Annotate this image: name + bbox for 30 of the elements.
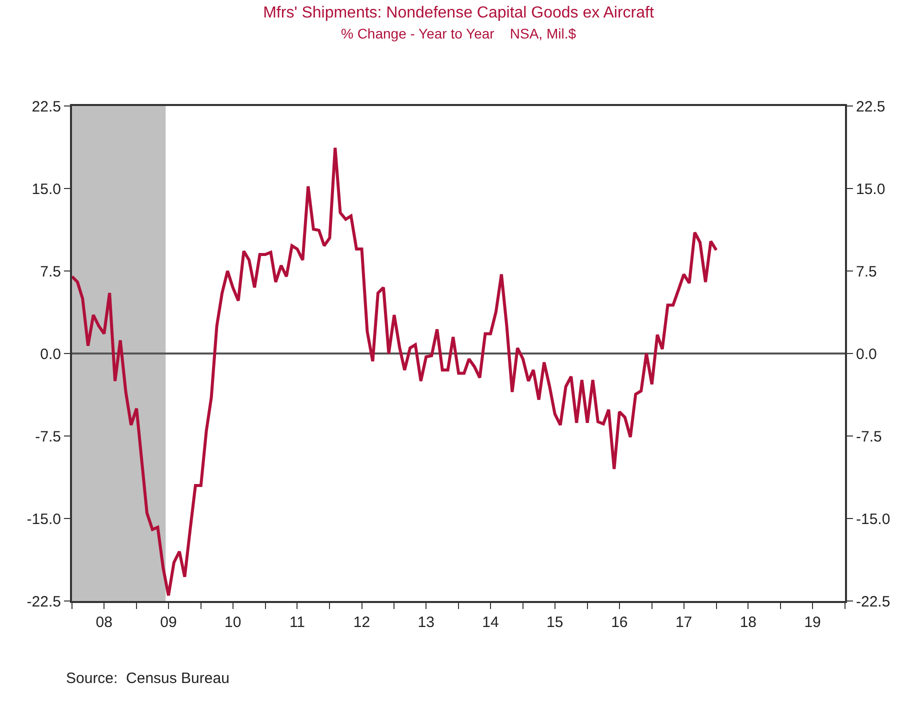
x-tick-label: 14 [482, 614, 499, 631]
source-note: Source: Census Bureau [66, 670, 230, 687]
y-tick-label: 7.5 [40, 263, 61, 280]
y-tick-label: -7.5 [35, 428, 61, 446]
x-tick-label: 19 [804, 614, 821, 631]
x-tick-label: 11 [289, 614, 306, 631]
x-tick-label: 16 [611, 614, 628, 631]
y2-tick-label: -7.5 [856, 428, 882, 446]
line-series [72, 146, 718, 597]
x-tick-label: 12 [353, 614, 370, 631]
y2-tick-label: 15.0 [856, 180, 886, 198]
x-tick-label: 13 [418, 614, 434, 631]
chart-subtitle: % Change - Year to Year NSA, Mil.$ [340, 25, 576, 42]
x-tick-label: 08 [96, 614, 112, 631]
y-tick-label: -15.0 [26, 510, 61, 528]
y2-tick-label: 22.5 [856, 98, 886, 116]
y-tick-label: 15.0 [32, 180, 61, 198]
chart-title: Mfrs' Shipments: Nondefense Capital Goods ex Aircraft [263, 4, 654, 22]
y2-tick-label: -15.0 [856, 510, 890, 528]
y2-tick-label: -22.5 [856, 593, 890, 610]
y-tick-label: 0.0 [40, 346, 61, 363]
x-tick-label: 18 [740, 614, 757, 631]
y-tick-label: -22.5 [26, 593, 61, 610]
x-tick-label: 09 [160, 614, 177, 631]
y2-tick-label: 7.5 [856, 263, 877, 280]
x-tick-label: 17 [675, 614, 692, 631]
x-tick-label: 15 [546, 614, 564, 631]
y-tick-label: 22.5 [32, 98, 61, 116]
y2-tick-label: 0.0 [856, 346, 877, 363]
x-tick-label: 10 [224, 614, 242, 631]
